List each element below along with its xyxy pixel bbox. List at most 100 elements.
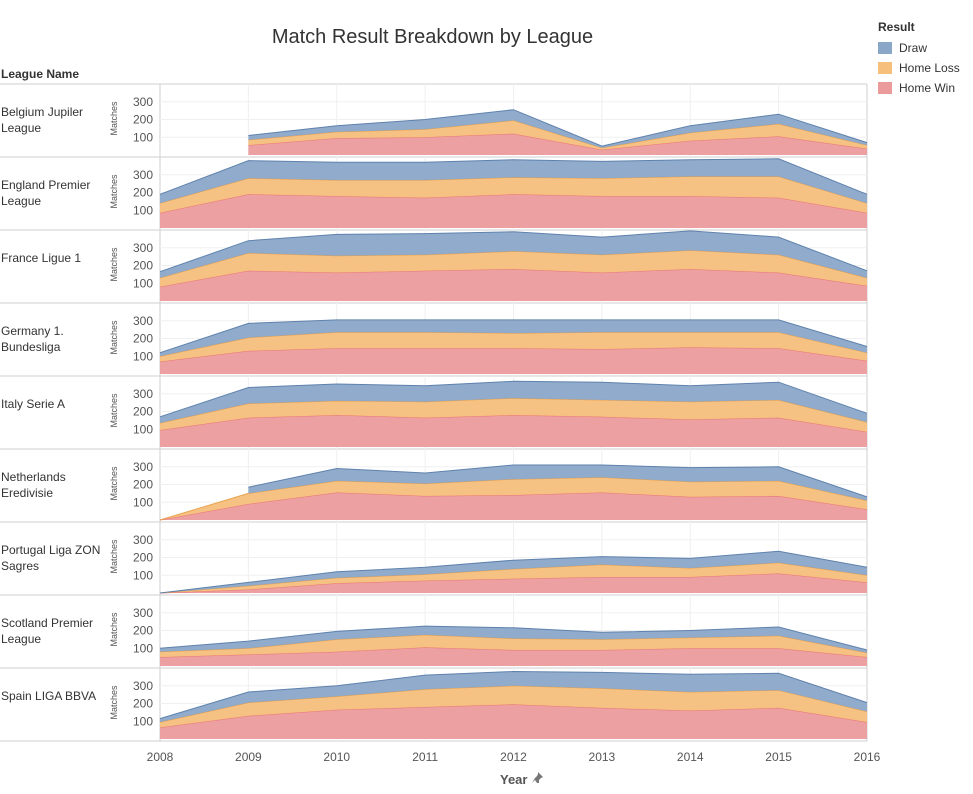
legend-swatch-home-win: [878, 82, 892, 94]
y-axis-title: Matches: [109, 466, 119, 501]
y-axis-title: Matches: [109, 685, 119, 720]
draw-area: [160, 626, 867, 653]
draw-area: [248, 109, 867, 148]
y-tick-label: 200: [133, 259, 153, 273]
draw-area-line: [159, 625, 868, 651]
pin-icon[interactable]: [530, 771, 544, 785]
legend-item-home-win[interactable]: Home Win: [878, 78, 960, 98]
draw-area-line: [248, 464, 868, 498]
panel-2: 100 200 300 Matches: [0, 230, 868, 304]
y-axis-title: Matches: [109, 101, 119, 136]
y-tick-label: 200: [133, 551, 153, 565]
draw-area-line: [159, 380, 868, 418]
draw-area: [160, 551, 867, 593]
y-axis-title: Matches: [109, 612, 119, 647]
y-tick-label: 300: [133, 460, 153, 474]
y-tick-label: 100: [133, 349, 153, 363]
home-loss-area: [160, 477, 867, 520]
y-tick-label: 300: [133, 679, 153, 693]
home-win-area: [248, 133, 867, 155]
y-axis-title: Matches: [109, 393, 119, 428]
draw-area: [160, 158, 867, 204]
legend-swatch-home-loss: [878, 62, 892, 74]
home-win-area: [160, 415, 867, 447]
y-tick-label: 300: [133, 606, 153, 620]
y-axis-title: Matches: [109, 320, 119, 355]
y-tick-label: 100: [133, 641, 153, 655]
draw-area-line: [248, 109, 868, 147]
league-label: England Premier League: [1, 178, 91, 208]
y-tick-label: 200: [133, 624, 153, 638]
x-tick-label: 2011: [412, 750, 438, 764]
y-axis-title: Matches: [109, 247, 119, 282]
y-tick-label: 100: [133, 276, 153, 290]
legend: Result Draw Home Loss Home Win: [878, 20, 960, 98]
home-loss-area: [160, 685, 867, 728]
league-label: Italy Serie A: [1, 397, 66, 411]
panel-8: 100 200 300 Matches: [0, 668, 868, 742]
home-loss-area: [248, 120, 867, 150]
y-axis-title: Matches: [109, 174, 119, 209]
y-tick-label: 300: [133, 241, 153, 255]
draw-area: [160, 671, 867, 723]
home-loss-area: [160, 332, 867, 362]
home-loss-area: [160, 562, 867, 593]
league-label: Scotland Premier League: [1, 616, 94, 646]
draw-area-line: [159, 319, 868, 354]
y-tick-label: 200: [133, 186, 153, 200]
y-tick-label: 200: [133, 332, 153, 346]
draw-area-line: [159, 670, 868, 720]
home-loss-area: [160, 250, 867, 287]
draw-area: [248, 465, 867, 501]
home-win-area: [160, 573, 867, 593]
home-loss-area: [160, 398, 867, 432]
legend-label-draw: Draw: [899, 41, 928, 55]
home-loss-area: [160, 176, 867, 213]
legend-item-home-loss[interactable]: Home Loss: [878, 58, 960, 78]
x-tick-label: 2009: [235, 750, 262, 764]
home-win-area: [160, 347, 867, 374]
legend-item-draw[interactable]: Draw: [878, 38, 960, 58]
league-label: France Ligue 1: [1, 251, 82, 265]
home-win-area: [160, 492, 867, 520]
draw-area: [160, 381, 867, 423]
legend-swatch-draw: [878, 42, 892, 54]
y-tick-label: 200: [133, 405, 153, 419]
row-header-title: League Name: [1, 67, 80, 81]
y-tick-label: 300: [133, 314, 153, 328]
legend-label-home-loss: Home Loss: [899, 61, 960, 75]
draw-area: [160, 230, 867, 278]
chart-title: Match Result Breakdown by League: [271, 26, 594, 48]
panel-3: 100 200 300 Matches: [0, 303, 868, 377]
draw-area-line: [159, 550, 868, 594]
y-tick-label: 100: [133, 714, 153, 728]
x-tick-label: 2010: [323, 750, 350, 764]
y-tick-label: 100: [133, 495, 153, 509]
y-tick-label: 300: [133, 95, 153, 109]
y-tick-label: 100: [133, 203, 153, 217]
x-tick-label: 2013: [589, 750, 616, 764]
y-tick-label: 300: [133, 387, 153, 401]
y-tick-label: 100: [133, 568, 153, 582]
y-tick-label: 300: [133, 533, 153, 547]
panel-0: 100 200 300 Matches: [0, 84, 868, 158]
home-win-area: [160, 704, 867, 739]
x-tick-label: 2015: [765, 750, 792, 764]
legend-title: Result: [878, 20, 915, 34]
x-tick-label: 2016: [854, 750, 881, 764]
home-loss-area: [160, 634, 867, 658]
y-tick-label: 200: [133, 478, 153, 492]
x-tick-label: 2014: [677, 750, 704, 764]
y-tick-label: 200: [133, 113, 153, 127]
league-label: Germany 1. Bundesliga: [1, 324, 64, 354]
y-tick-label: 100: [133, 422, 153, 436]
panel-4: 100 200 300 Matches: [0, 376, 868, 450]
league-label: Belgium Jupiler League: [1, 105, 84, 135]
draw-area-line: [159, 230, 868, 273]
home-win-area: [160, 269, 867, 301]
league-label: Spain LIGA BBVA: [1, 689, 97, 703]
home-win-area: [160, 194, 867, 228]
legend-label-home-win: Home Win: [899, 81, 956, 95]
x-tick-label: 2012: [500, 750, 527, 764]
x-axis-title: Year: [500, 772, 528, 787]
